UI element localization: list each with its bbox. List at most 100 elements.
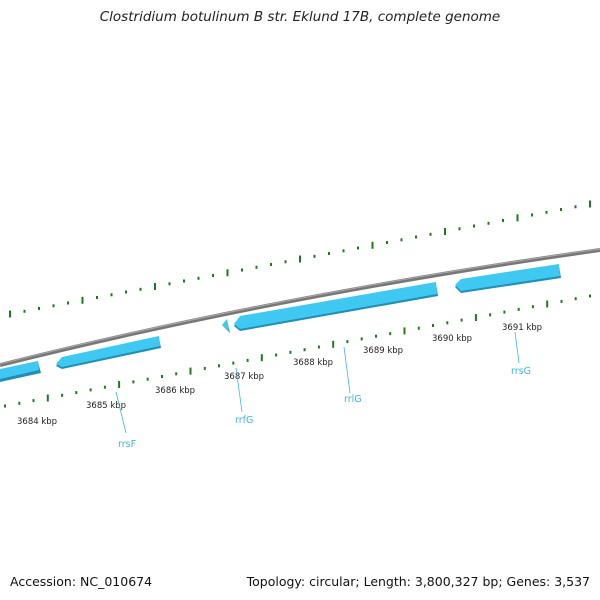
tick-label: 3688 kbp [293,358,333,368]
gene-label[interactable]: rrsG [511,366,531,377]
minor-tick [342,249,345,253]
major-tick [516,214,519,222]
major-tick [332,340,335,348]
minor-tick [203,366,206,370]
minor-tick [415,235,417,239]
gene-labels: rrsF rrfG rrlG rrsG [115,331,531,450]
minor-tick [52,304,55,308]
major-tick [474,314,477,321]
minor-tick [429,232,432,236]
minor-tick [574,297,577,301]
tick-label: 3685 kbp [86,401,126,411]
minor-tick [103,385,106,389]
major-tick [299,255,301,263]
minor-tick [255,265,258,269]
tick-label: 3689 kbp [363,346,403,356]
minor-tick [417,326,420,330]
minor-tick [75,391,78,395]
major-tick [444,228,446,235]
minor-tick [23,309,26,313]
minor-tick [275,353,278,357]
tick-label: 3691 kbp [502,323,542,333]
minor-tick [232,361,235,365]
minor-tick [328,252,330,255]
minor-tick [270,263,272,266]
minor-tick [560,208,562,211]
gene-label-leader [343,346,351,394]
outer-tick-ring [9,200,591,318]
minor-tick [61,393,64,397]
minor-tick [386,241,388,244]
minor-tick [125,290,127,294]
tick-label: 3686 kbp [155,386,195,396]
minor-tick [96,296,98,299]
minor-tick [357,246,359,250]
gene-label[interactable]: rrlG [344,394,362,405]
minor-tick [502,219,504,222]
minor-tick [212,274,214,277]
tick-label: 3687 kbp [224,372,264,382]
gene-label[interactable]: rrfG [235,415,253,426]
genome-backbone-highlight [0,248,600,365]
major-tick [154,283,156,290]
minor-tick [473,224,475,228]
major-tick [46,394,49,402]
minor-tick [432,324,434,327]
gene-feature[interactable] [234,282,438,331]
major-tick [189,367,192,375]
minor-tick [168,282,171,286]
major-tick [81,296,84,304]
minor-tick [503,310,506,314]
minor-tick [161,375,163,378]
minor-tick [531,305,534,309]
minor-tick [346,340,349,344]
minor-tick [32,399,35,403]
minor-tick [360,337,363,341]
minor-tick [531,213,533,217]
gene-feature[interactable] [56,336,161,369]
gene-label-leader [235,367,243,413]
minor-tick [560,299,563,303]
inner-tick-ring [4,294,591,408]
major-tick [118,381,121,388]
map-title: Clostridium botulinum B str. Eklund 17B,… [99,9,501,25]
minor-tick [175,372,178,376]
major-tick [226,269,229,277]
minor-tick [67,301,69,305]
minor-tick [517,307,520,311]
major-tick [260,354,263,362]
minor-tick [110,293,113,297]
major-tick [589,200,591,208]
minor-tick [18,401,21,405]
tick-label: 3690 kbp [432,334,472,344]
major-tick [9,310,11,318]
minor-tick [284,260,287,264]
genome-backbone [0,248,600,367]
gene-label-leader [115,391,127,434]
minor-tick [574,205,577,209]
minor-tick [183,279,185,283]
minor-tick [313,254,316,258]
minor-tick [489,313,492,317]
minor-tick [139,287,142,291]
minor-tick [146,377,149,381]
minor-tick [460,318,463,322]
gene-feature[interactable] [222,319,230,333]
minor-tick [458,227,461,231]
minor-tick [89,388,92,392]
major-tick [371,241,374,249]
gene-label-leader [514,331,520,364]
gene-feature[interactable] [0,361,41,382]
minor-tick [246,358,249,362]
genome-summary: Topology: circular; Length: 3,800,327 bp… [246,574,590,589]
minor-tick [218,364,220,368]
minor-tick [487,221,490,225]
minor-tick [317,345,320,349]
minor-tick [389,332,392,336]
minor-tick [132,380,135,384]
minor-tick [197,276,200,280]
minor-tick [38,307,40,310]
gene-feature[interactable] [455,264,561,293]
gene-label[interactable]: rrsF [118,439,136,450]
